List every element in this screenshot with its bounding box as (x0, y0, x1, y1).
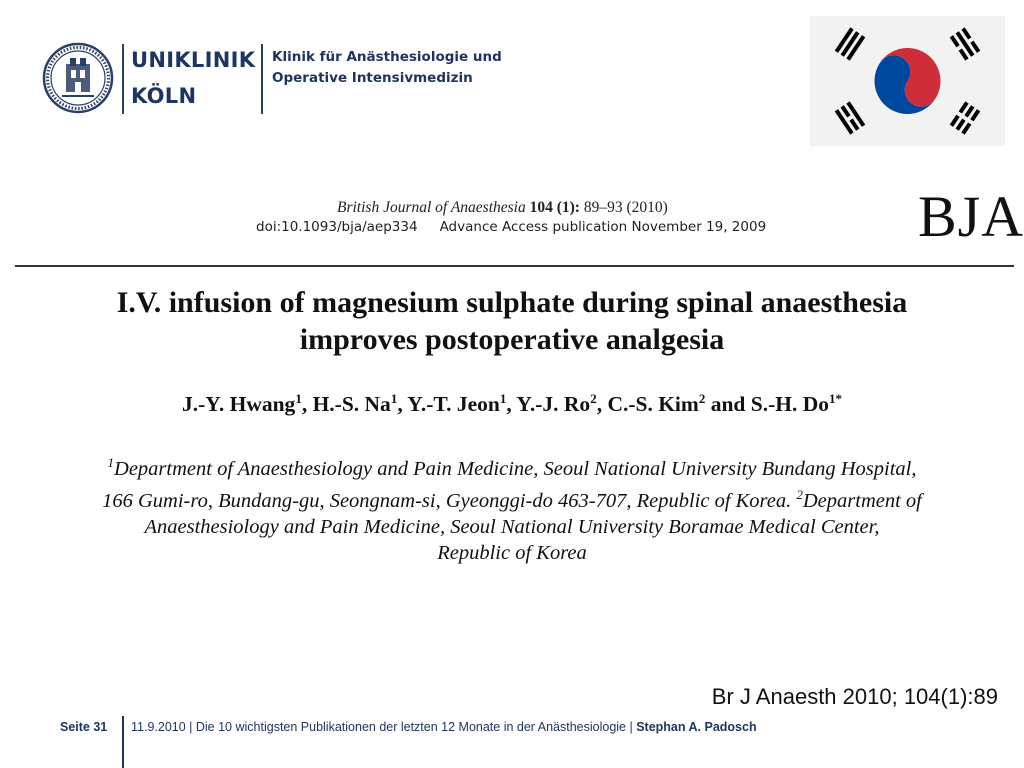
journal-pages: 89–93 (2010) (583, 199, 668, 216)
affiliation-line: 1Department of Anaesthesiology and Pain … (107, 455, 917, 480)
doi: doi:10.1093/bja/aep334 (256, 219, 418, 235)
footer-author: Stephan A. Padosch (636, 720, 757, 734)
page-number: Seite 31 (60, 720, 108, 734)
paper-title: I.V. infusion of magnesium sulphate duri… (20, 284, 1004, 358)
citation-reference: Br J Anaesth 2010; 104(1):89 (711, 684, 998, 709)
author: Y.-J. Ro2, (516, 391, 608, 417)
header-divider (261, 44, 263, 114)
university-seal-icon (42, 42, 114, 114)
clinic-name-line1: Klinik für Anästhesiologie und (272, 49, 502, 65)
logo-text-uniklinik: UNIKLINIK (131, 48, 256, 72)
affiliations: 1Department of Anaesthesiology and Pain … (20, 450, 1004, 566)
author: S.-H. Do1* (750, 391, 842, 417)
header-divider (122, 44, 124, 114)
logo-text-koeln: KÖLN (131, 84, 197, 108)
paper-title-line2: improves postoperative analgesia (299, 323, 725, 356)
affiliation-line: 166 Gumi-ro, Bundang-gu, Seongnam-si, Gy… (102, 486, 922, 512)
affiliation-line: Anaesthesiology and Pain Medicine, Seoul… (144, 515, 880, 538)
author: Y.-T. Jeon1, (407, 391, 517, 417)
footer-text: 11.9.2010 | Die 10 wichtigsten Publikati… (131, 720, 757, 734)
author: J.-Y. Hwang1, (182, 391, 313, 417)
south-korea-flag-icon (810, 16, 1005, 146)
affiliation-line: Republic of Korea (437, 541, 587, 564)
author-list: J.-Y. Hwang1, H.-S. Na1, Y.-T. Jeon1, Y.… (20, 391, 1004, 417)
journal-citation-line: British Journal of Anaesthesia 104 (1): … (337, 199, 668, 217)
paper-title-line1: I.V. infusion of magnesium sulphate duri… (116, 286, 908, 319)
author: H.-S. Na1, (312, 391, 408, 417)
author: C.-S. Kim2 and (607, 391, 751, 417)
footer-divider (122, 716, 124, 768)
clinic-name-line2: Operative Intensivmedizin (272, 70, 473, 86)
advance-access: Advance Access publication November 19, … (439, 219, 767, 235)
bja-logo: BJA (918, 184, 1024, 249)
doi-line: doi:10.1093/bja/aep334 Advance Access pub… (256, 219, 766, 235)
journal-name: British Journal of Anaesthesia (337, 199, 526, 216)
journal-volume: 104 (1): (529, 199, 580, 216)
horizontal-rule (15, 265, 1014, 267)
